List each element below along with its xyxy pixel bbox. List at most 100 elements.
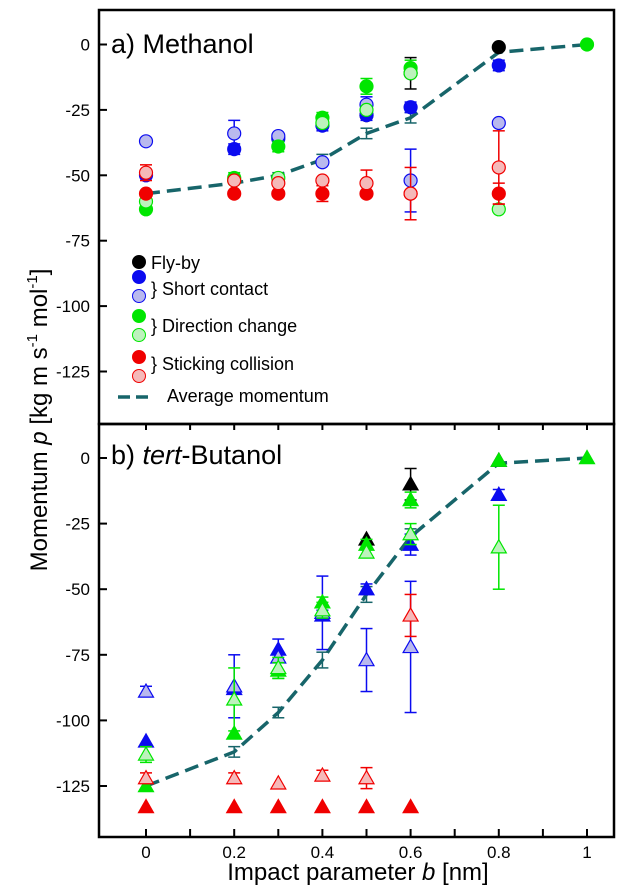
open-circle-marker (403, 186, 418, 201)
x-tick-label: 1 (582, 843, 591, 862)
open-triangle-marker (402, 525, 420, 541)
open-triangle-marker (269, 774, 287, 790)
open-circle-marker (315, 155, 330, 170)
y-tick-label: -125 (56, 363, 90, 382)
open-triangle-marker (402, 638, 420, 654)
panel-title-italic: tert (143, 440, 184, 470)
filled-triangle-marker (225, 724, 243, 740)
y-axis-label-exp2: -1 (24, 275, 41, 288)
y-ticks-methanol: 0 -25 -50 -75 -100 -125 (56, 36, 107, 382)
x-axis-label-var: b (422, 859, 435, 886)
x-axis-label-main: Impact parameter (227, 859, 422, 886)
filled-triangle-marker (137, 798, 155, 814)
y-axis-label-close: ] (26, 269, 53, 276)
open-circle-marker (227, 126, 242, 141)
filled-circle-marker (491, 58, 506, 73)
x-tick-label: 0.6 (399, 843, 423, 862)
legend-label: } Short contact (151, 279, 268, 299)
y-tick-label: -100 (56, 711, 90, 730)
filled-circle-marker (227, 186, 242, 201)
open-circle-marker (138, 165, 154, 180)
plot-area-methanol (138, 37, 595, 221)
x-axis-label: Impact parameter b [nm] (227, 859, 488, 886)
y-axis-label-units: [kg m s (26, 347, 53, 431)
open-circle-marker (271, 176, 286, 191)
filled-triangle-marker (490, 451, 508, 467)
filled-circle-marker (271, 139, 286, 154)
x-tick-label: 0 (141, 843, 150, 862)
filled-circle-marker (315, 186, 330, 201)
open-circle-marker (403, 66, 418, 81)
panel-title-part: b) (111, 440, 143, 470)
legend-label: } Sticking collision (151, 354, 294, 374)
open-triangle-marker (225, 690, 243, 706)
open-triangle-marker (313, 766, 331, 782)
open-triangle-marker (490, 538, 508, 554)
filled-triangle-marker (402, 798, 420, 814)
filled-circle-marker (579, 37, 595, 52)
open-triangle-marker (137, 769, 155, 785)
y-tick-label: -25 (65, 101, 90, 120)
filled-triangle-marker (137, 732, 155, 748)
filled-triangle-marker (357, 798, 376, 814)
panel-title-methanol: a) Methanol (111, 29, 254, 59)
open-triangle-marker (313, 601, 331, 617)
panel-title-part: -Butanol (182, 440, 283, 470)
open-circle-marker (491, 160, 506, 175)
y-axis-label-exp1: -1 (24, 334, 41, 347)
legend-label: Average momentum (167, 386, 329, 406)
y-tick-label: -100 (56, 297, 90, 316)
y-tick-label: 0 (81, 36, 90, 55)
legend-direction-filled-marker (132, 309, 146, 323)
filled-triangle-marker (402, 491, 420, 507)
y-axis-label: Momentum p [kg m s-1 mol-1] (24, 269, 53, 572)
filled-triangle-marker (490, 486, 508, 501)
x-ticks: 0 0.2 0.4 0.6 0.8 1 (141, 424, 592, 862)
open-triangle-marker (357, 769, 376, 785)
y-axis-label-var: p (26, 431, 53, 445)
legend-short-filled-marker (132, 270, 146, 284)
filled-circle-marker (491, 40, 506, 55)
legend-sticking-open-marker (132, 369, 146, 383)
legend-flyby-marker (132, 255, 146, 269)
open-triangle-marker (357, 543, 376, 559)
open-triangle-marker (357, 651, 376, 667)
filled-triangle-marker (313, 798, 331, 814)
x-tick-label: 0.4 (311, 843, 335, 862)
y-tick-label: -25 (65, 515, 90, 534)
legend-label: Fly-by (151, 253, 200, 273)
filled-circle-marker (359, 79, 374, 94)
panel-title-tert-butanol: b) tert-Butanol (111, 440, 282, 470)
legend-direction-open-marker (132, 328, 146, 342)
panel-tert-butanol: b) tert-Butanol 0 -25 -50 -75 -100 -125 0 0.2 0… (56, 422, 616, 862)
open-circle-marker (315, 115, 330, 131)
filled-circle-marker (403, 100, 418, 115)
y-ticks-tert-butanol: 0 -25 -50 -75 -100 -125 (56, 449, 107, 796)
open-triangle-marker (137, 745, 155, 761)
average-momentum-line (145, 456, 588, 788)
y-tick-label: -75 (65, 232, 90, 251)
plot-area-tert-butanol (137, 449, 596, 814)
panel-methanol: a) Methanol 0 -25 -50 -75 -100 -125 (56, 8, 616, 426)
filled-triangle-marker (402, 475, 420, 491)
open-triangle-marker (269, 659, 287, 675)
open-triangle-marker (137, 682, 155, 698)
plot-frame-tert-butanol (97, 422, 616, 839)
average-momentum-line (145, 42, 588, 196)
y-tick-label: -50 (65, 580, 90, 599)
legend: Fly-by } Short contact } Direction change}… (118, 253, 329, 406)
open-triangle-marker (225, 769, 243, 785)
y-axis-label-mid: mol (26, 289, 53, 334)
open-triangle-marker (402, 606, 420, 622)
y-tick-label: -125 (56, 777, 90, 796)
y-axis-label-main: Momentum (26, 445, 53, 572)
open-circle-marker (359, 102, 374, 118)
legend-sticking-filled-marker (132, 350, 146, 364)
legend-label: } Direction change (151, 316, 297, 336)
y-tick-label: -75 (65, 646, 90, 665)
x-tick-label: 0.2 (222, 843, 246, 862)
open-circle-marker (315, 173, 330, 188)
legend-short-open-marker (132, 289, 146, 303)
x-tick-label: 0.8 (487, 843, 511, 862)
